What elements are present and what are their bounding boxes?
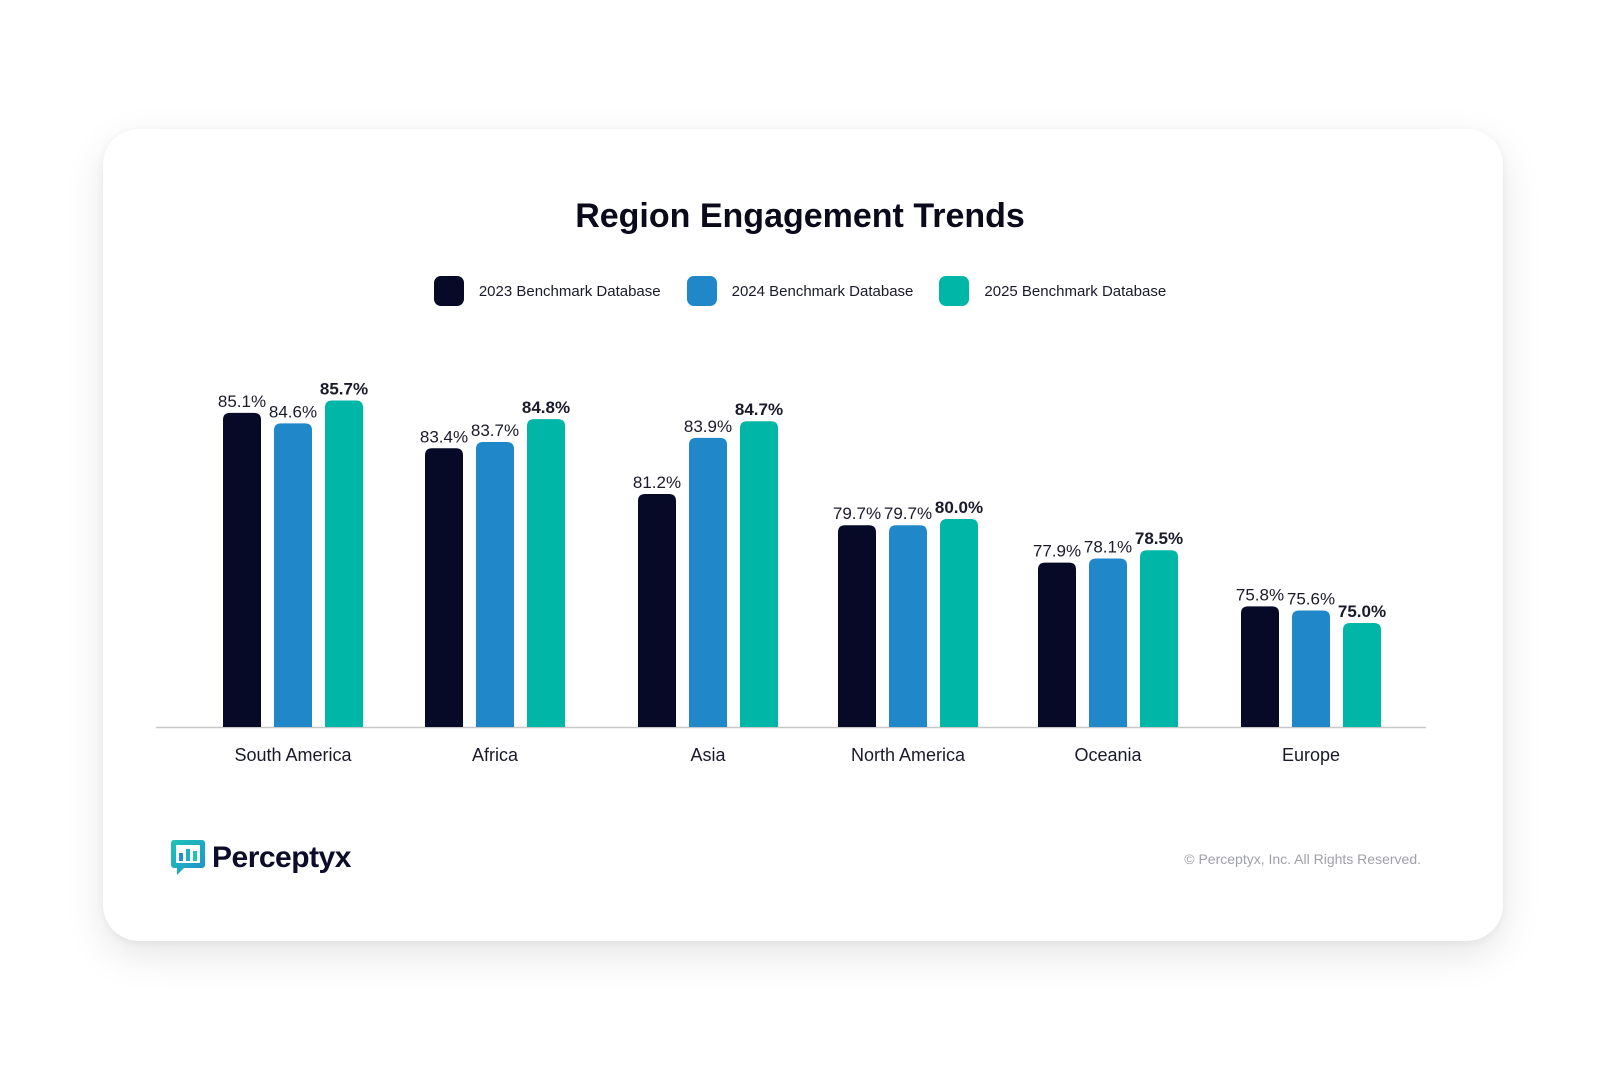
data-label-africa-0: 83.4% (420, 427, 468, 446)
data-label-asia-1: 83.9% (684, 417, 732, 436)
data-label-north-america-2: 80.0% (935, 498, 983, 517)
data-label-south-america-0: 85.1% (218, 392, 266, 411)
data-label-north-america-0: 79.7% (833, 504, 881, 523)
bar-north-america-2 (940, 519, 978, 727)
bar-africa-1 (476, 442, 514, 727)
logo-text: Perceptyx (212, 841, 351, 874)
category-label-africa: Africa (472, 745, 519, 765)
data-label-africa-2: 84.8% (522, 398, 570, 417)
bar-south-america-2 (325, 400, 363, 727)
data-label-south-america-1: 84.6% (269, 402, 317, 421)
category-label-south-america: South America (234, 745, 352, 765)
bar-asia-1 (689, 437, 727, 727)
copyright-text: © Perceptyx, Inc. All Rights Reserved. (1184, 851, 1421, 867)
legend-swatch-2024 (686, 276, 717, 306)
legend-label-2025: 2025 Benchmark Database (984, 282, 1167, 300)
data-label-oceania-2: 78.5% (1135, 529, 1183, 548)
category-label-oceania: Oceania (1074, 745, 1142, 765)
data-label-asia-2: 84.7% (735, 400, 783, 419)
bar-africa-0 (425, 448, 463, 727)
data-label-europe-2: 75.0% (1338, 602, 1386, 621)
chart-legend: 2023 Benchmark Database 2024 Benchmark D… (0, 276, 1600, 306)
data-label-africa-1: 83.7% (471, 421, 519, 440)
perceptyx-logo: Perceptyx (170, 838, 351, 878)
data-label-europe-1: 75.6% (1287, 590, 1335, 609)
data-label-asia-0: 81.2% (633, 473, 681, 492)
bar-south-america-0 (223, 412, 261, 727)
bar-europe-2 (1343, 623, 1381, 727)
data-label-north-america-1: 79.7% (884, 504, 932, 523)
bar-europe-1 (1292, 610, 1330, 727)
bar-asia-2 (740, 421, 778, 727)
bar-africa-2 (527, 419, 565, 727)
bar-north-america-1 (889, 525, 927, 727)
data-label-oceania-0: 77.9% (1033, 542, 1081, 561)
category-label-europe: Europe (1282, 745, 1340, 765)
bar-asia-0 (638, 494, 676, 727)
legend-swatch-2023 (433, 276, 464, 306)
bar-north-america-0 (838, 525, 876, 727)
category-label-north-america: North America (851, 745, 966, 765)
bar-oceania-2 (1140, 550, 1178, 727)
bar-europe-0 (1241, 606, 1279, 727)
legend-item-2025: 2025 Benchmark Database (939, 276, 1166, 306)
data-label-europe-0: 75.8% (1236, 585, 1284, 604)
chart-title: Region Engagement Trends (575, 197, 1025, 235)
legend-item-2023: 2023 Benchmark Database (433, 276, 661, 306)
speech-bubble-bar-chart-icon (171, 840, 205, 875)
legend-item-2024: 2024 Benchmark Database (686, 276, 914, 306)
data-label-oceania-1: 78.1% (1084, 538, 1132, 557)
legend-label-2023: 2023 Benchmark Database (478, 282, 661, 300)
legend-swatch-2025 (939, 276, 970, 306)
bar-south-america-1 (274, 423, 312, 727)
bar-oceania-0 (1038, 562, 1076, 727)
data-label-south-america-2: 85.7% (320, 379, 368, 398)
legend-label-2024: 2024 Benchmark Database (731, 282, 914, 300)
bar-oceania-1 (1089, 558, 1127, 727)
category-label-asia: Asia (690, 745, 726, 765)
